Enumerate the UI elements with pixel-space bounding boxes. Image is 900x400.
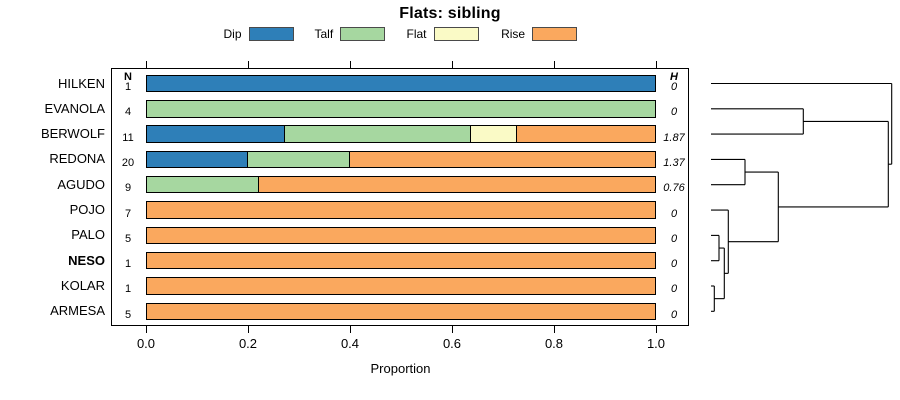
- bar-segment-rise: [146, 277, 656, 295]
- bar-row-berwolf: [146, 125, 656, 143]
- h-value: 0: [670, 106, 678, 119]
- bar-row-neso: [146, 251, 656, 270]
- h-value: 0: [670, 81, 678, 93]
- bar-segment-dip: [146, 150, 248, 169]
- legend-swatch-talf: [340, 26, 386, 41]
- n-value: 5: [124, 308, 132, 321]
- x-axis-tick-bottom: [554, 326, 555, 333]
- bar-segment-rise: [146, 251, 656, 270]
- legend-label: Talf: [314, 26, 334, 41]
- bar-segment-talf: [146, 100, 656, 118]
- n-value: 1: [124, 81, 132, 93]
- x-axis-tick-label: 0.4: [340, 336, 360, 351]
- h-value: 0: [670, 283, 678, 296]
- x-axis-tick-bottom: [350, 326, 351, 333]
- bar-segment-dip: [146, 125, 286, 143]
- x-axis-tick-top: [554, 61, 555, 68]
- h-value: 0: [670, 207, 678, 220]
- h-value: 0.76: [663, 182, 685, 195]
- chart-title: Flats: sibling: [399, 5, 501, 22]
- bar-row-armesa: [146, 302, 656, 321]
- dendrogram: [711, 82, 893, 312]
- n-value: 5: [124, 232, 132, 245]
- h-value: 1.37: [663, 156, 685, 169]
- bar-segment-dip: [146, 74, 656, 93]
- legend-item-rise: Rise: [455, 26, 578, 41]
- h-value: 0: [670, 308, 678, 321]
- legend-swatch-dip: [248, 26, 294, 41]
- x-axis-tick-top: [656, 61, 657, 68]
- bar-segment-flat: [470, 125, 518, 143]
- n-value: 1: [124, 283, 132, 296]
- n-value: 11: [122, 131, 134, 144]
- x-axis-tick-bottom: [146, 326, 147, 333]
- x-axis-tick-bottom: [656, 326, 657, 333]
- n-value: 20: [121, 156, 135, 169]
- bar-row-pojo: [146, 201, 656, 219]
- x-axis-tick-label: 0.6: [442, 336, 462, 351]
- x-axis-tick-bottom: [452, 326, 453, 333]
- x-axis-tick-label: 0.2: [238, 336, 258, 351]
- legend-item-talf: Talf: [263, 26, 386, 41]
- row-label-redona: REDONA: [49, 151, 105, 167]
- bar-segment-rise: [259, 175, 656, 194]
- row-label-pojo: POJO: [69, 202, 105, 218]
- n-value: 1: [124, 258, 132, 271]
- h-value: 0: [670, 258, 678, 271]
- row-label-agudo: AGUDO: [57, 176, 105, 192]
- bar-segment-rise: [146, 302, 656, 321]
- h-value: 1.87: [663, 131, 685, 144]
- bar-segment-rise: [146, 226, 656, 245]
- legend-swatch-flat: [433, 26, 479, 41]
- x-axis-tick-top: [146, 61, 147, 68]
- row-label-armesa: ARMESA: [50, 303, 105, 319]
- bar-segment-talf: [285, 125, 471, 143]
- h-column-header: H: [670, 70, 678, 83]
- legend: Dip Talf Flat Rise: [0, 26, 900, 42]
- x-axis-tick-top: [452, 61, 453, 68]
- legend-item-flat: Flat: [357, 26, 479, 41]
- x-axis-tick-top: [350, 61, 351, 68]
- bar-row-evanola: [146, 100, 656, 118]
- bar-segment-rise: [517, 125, 656, 143]
- legend-item-dip: Dip: [172, 26, 294, 41]
- row-label-berwolf: BERWOLF: [40, 126, 105, 142]
- bar-segment-rise: [146, 201, 656, 219]
- n-value: 9: [124, 182, 132, 195]
- row-label-evanola: EVANOLA: [44, 100, 105, 116]
- bar-row-palo: [146, 226, 656, 245]
- row-label-hilken: HILKEN: [58, 75, 105, 91]
- x-axis-tick-bottom: [248, 326, 249, 333]
- legend-label: Dip: [223, 26, 242, 41]
- n-column-header: N: [124, 70, 132, 83]
- n-value: 7: [124, 207, 132, 220]
- bar-row-kolar: [146, 277, 656, 295]
- bar-segment-talf: [248, 150, 350, 169]
- legend-label: Flat: [406, 26, 427, 41]
- legend-swatch-rise: [532, 26, 578, 41]
- x-axis-tick-top: [248, 61, 249, 68]
- n-value: 4: [124, 106, 132, 119]
- x-axis-title: Proportion: [370, 361, 431, 376]
- bar-row-agudo: [146, 175, 656, 194]
- bar-row-redona: [146, 150, 656, 169]
- bar-row-hilken: [146, 74, 656, 93]
- x-axis-tick-label: 1.0: [646, 336, 666, 351]
- row-label-neso: NESO: [68, 252, 105, 268]
- h-value: 0: [670, 232, 678, 245]
- row-label-palo: PALO: [71, 227, 105, 243]
- bar-segment-rise: [350, 150, 656, 169]
- x-axis-tick-label: 0.8: [544, 336, 564, 351]
- bar-segment-talf: [146, 175, 260, 194]
- row-label-kolar: KOLAR: [60, 277, 105, 293]
- legend-label: Rise: [501, 26, 526, 41]
- x-axis-tick-label: 0.0: [136, 336, 156, 351]
